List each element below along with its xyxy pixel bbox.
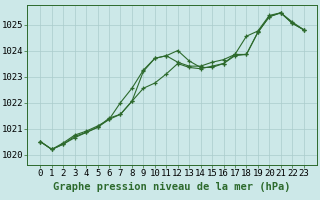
X-axis label: Graphe pression niveau de la mer (hPa): Graphe pression niveau de la mer (hPa) <box>53 182 291 192</box>
